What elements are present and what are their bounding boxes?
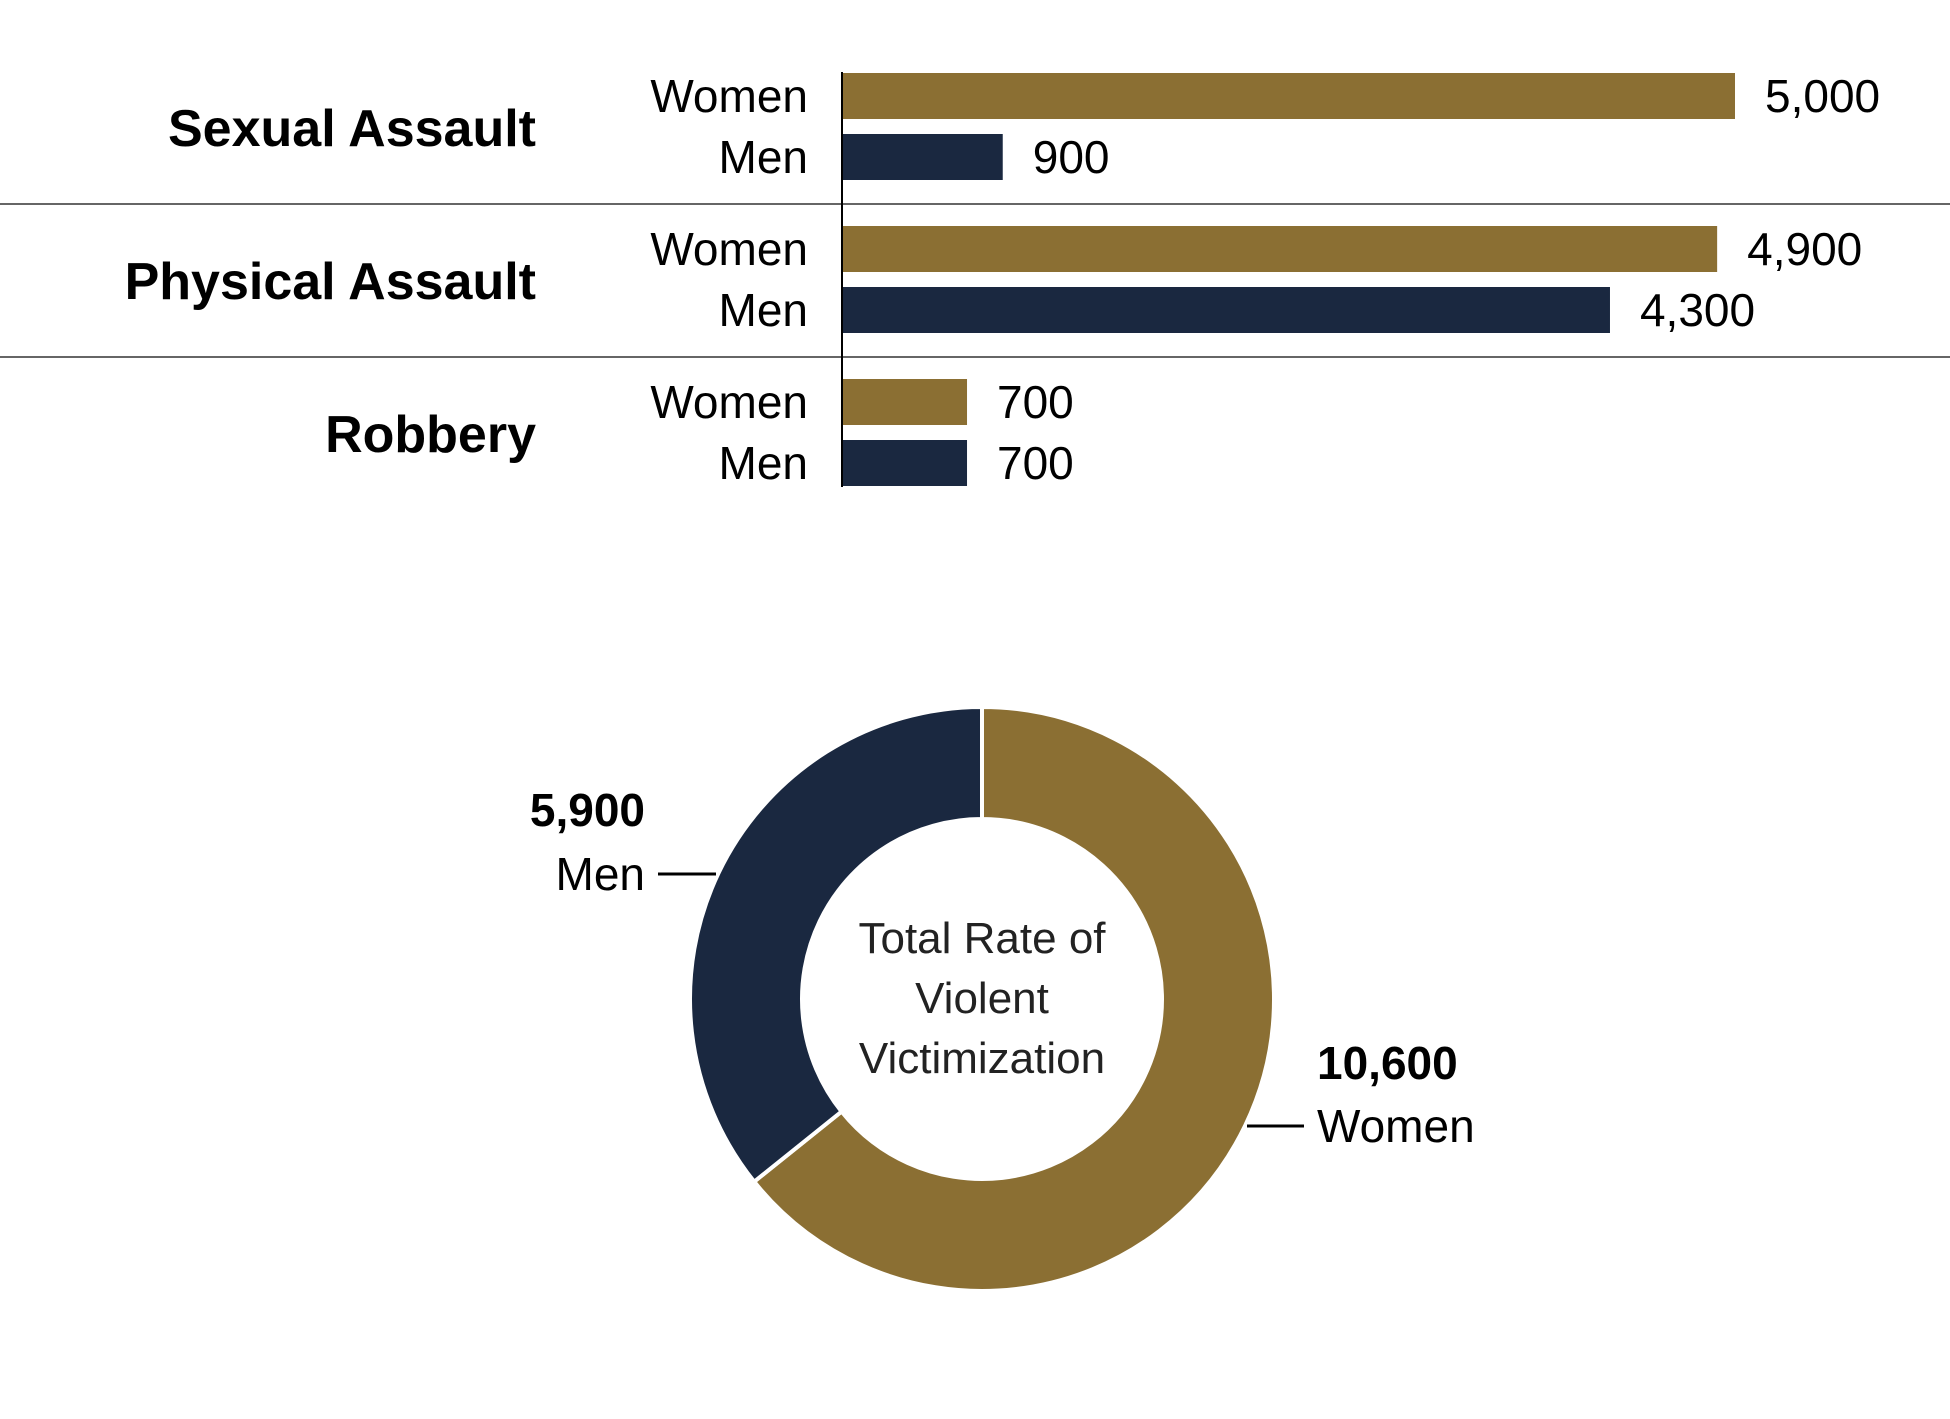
slice-women: [751, 704, 1276, 1293]
slice-name-label-women: Women: [1317, 1100, 1475, 1152]
slice-name-label-men: Men: [556, 848, 645, 900]
donut-center-label: Total Rate of: [858, 914, 1106, 963]
data-label-physical-assault-men: 4,300: [1640, 284, 1755, 336]
bar-robbery-women: [842, 379, 968, 425]
series-label-men: Men: [719, 437, 808, 489]
data-label-robbery-men: 700: [997, 437, 1074, 489]
category-label-sexual-assault: Sexual Assault: [168, 100, 536, 158]
bar-sexual-assault-men: [842, 134, 1003, 180]
series-label-men: Men: [719, 131, 808, 183]
bar-chart: Sexual Assault Women 5,000 Men 900 Physical A…: [0, 70, 1950, 489]
donut-chart: Total Rate of Violent Victimization 10,600 W…: [530, 704, 1475, 1293]
slice-value-label-men: 5,900: [530, 784, 645, 836]
bar-robbery-men: [842, 440, 968, 486]
bar-physical-assault-men: [842, 287, 1610, 333]
donut-center-label: Violent: [915, 974, 1049, 1023]
bar-sexual-assault-women: [842, 73, 1735, 119]
data-label-robbery-women: 700: [997, 376, 1074, 428]
series-label-men: Men: [719, 284, 808, 336]
slice-value-label-women: 10,600: [1317, 1037, 1458, 1089]
series-label-women: Women: [650, 70, 808, 122]
category-label-robbery: Robbery: [325, 406, 536, 464]
bar-physical-assault-women: [842, 226, 1718, 272]
data-label-sexual-assault-men: 900: [1033, 131, 1110, 183]
data-label-sexual-assault-women: 5,000: [1765, 70, 1880, 122]
data-label-physical-assault-women: 4,900: [1747, 223, 1862, 275]
series-label-women: Women: [650, 376, 808, 428]
slice-men: [688, 704, 984, 1185]
series-label-women: Women: [650, 223, 808, 275]
category-label-physical-assault: Physical Assault: [125, 253, 536, 311]
donut-center-label: Victimization: [859, 1034, 1105, 1083]
